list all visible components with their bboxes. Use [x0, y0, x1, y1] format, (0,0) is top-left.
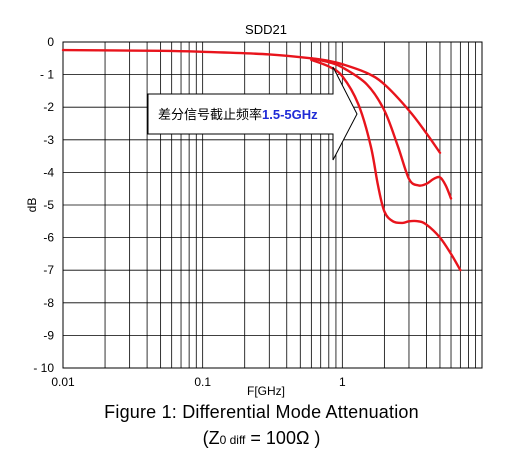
annotation-text-cn: 差分信号截止频率	[158, 107, 262, 123]
series-group	[61, 48, 462, 272]
y-tick-label: -3	[43, 133, 54, 147]
impedance-caption: (Z0 diff = 100Ω )	[0, 428, 523, 449]
caption-open: (Z	[202, 428, 220, 448]
caption-subscript: 0 diff	[219, 433, 246, 447]
y-tick-label: -6	[43, 231, 54, 245]
caption-rest: = 100Ω )	[245, 428, 321, 448]
y-tick-label: - 10	[33, 361, 54, 375]
y-tick-label: -7	[43, 263, 54, 277]
plot-frame	[62, 41, 483, 369]
grid	[63, 42, 482, 368]
y-axis-label: dB	[25, 198, 39, 213]
x-axis-label: F[GHz]	[247, 384, 285, 398]
annotation-text: 差分信号截止频率1.5-5GHz	[158, 107, 318, 123]
y-tick-label: - 1	[40, 68, 54, 82]
y-tick-label: -9	[43, 328, 54, 342]
y-tick-label: 0	[47, 35, 54, 49]
series-line-3	[310, 58, 462, 272]
x-tick-label: 1	[339, 375, 346, 389]
x-tick-label: 0.01	[51, 375, 75, 389]
annotation-arrow	[147, 66, 358, 161]
y-tick-label: -2	[43, 100, 54, 114]
x-tick-labels: 0.01 0.1 1	[51, 375, 346, 389]
y-tick-label: -8	[43, 296, 54, 310]
y-tick-label: -5	[43, 198, 54, 212]
figure-caption: Figure 1: Differential Mode Attenuation	[104, 402, 419, 422]
chart-title: SDD21	[245, 22, 287, 37]
sdd21-chart: SDD21 0- 1-2-3-4-5-6-7-8-9- 10 0.01 0.1 1 …	[25, 22, 483, 398]
x-tick-label: 0.1	[194, 375, 211, 389]
y-tick-labels: 0 - 1 -2 -3 -4 -5 -6 -7 -8 -9 - 10	[33, 35, 54, 375]
y-tick-label: -4	[43, 165, 54, 179]
series-line-2	[310, 57, 453, 200]
series-line-1	[61, 48, 442, 154]
annotation-band: 1.5-5GHz	[262, 107, 318, 122]
